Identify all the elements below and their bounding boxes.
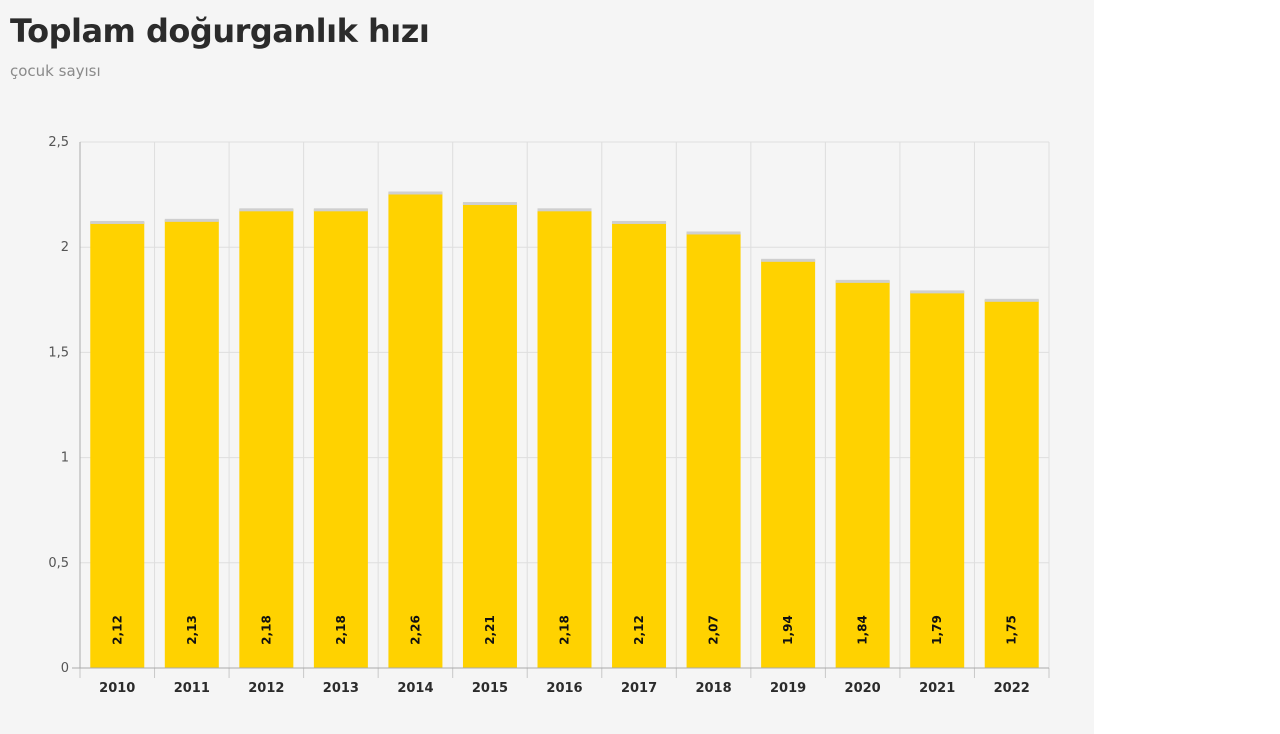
data-label: 2,12 [110,615,124,645]
bar [612,221,667,668]
chart-title: Toplam doğurganlık hızı [10,12,430,50]
bar [164,219,219,668]
bar [462,203,517,669]
x-axis-ticks: 2010 2011 2012 2013 2014 2015 2016 2017 2018 2019… [99,681,1030,696]
bar-cap [462,202,517,206]
x-tick-label: 2020 [845,681,881,696]
bar-cap [910,290,965,294]
data-label: 1,75 [1005,615,1019,645]
chart-axes [72,142,1050,678]
bar-cap [612,220,667,224]
x-tick-label: 2013 [323,681,359,696]
data-label: 2,18 [259,615,273,645]
x-tick-label: 2018 [695,681,731,696]
bar [90,221,145,668]
x-tick-label: 2012 [248,681,284,696]
bar-cap [537,208,592,212]
bar-cap [313,208,368,212]
x-tick-label: 2019 [770,681,806,696]
x-tick-label: 2014 [397,681,433,696]
x-tick-label: 2016 [546,681,582,696]
bar [537,209,592,668]
y-tick-label: 1,5 [48,345,69,360]
data-label: 2,12 [632,615,646,645]
bar [313,209,368,668]
bar-chart: 00,511,522,5 2010 2011 2012 2013 2014 2015 201… [48,135,1050,696]
x-tick-label: 2010 [99,681,135,696]
data-labels: 2,12 2,13 2,18 2,18 2,26 2,21 2,18 2,12 2,07 1,94… [110,615,1018,645]
bar [910,291,965,668]
x-tick-label: 2015 [472,681,508,696]
bar-cap [239,208,294,212]
data-label: 2,07 [707,615,721,645]
y-axis-ticks: 0 0,5 1 1,5 2 2,5 [48,135,69,676]
x-tick-label: 2017 [621,681,657,696]
bar-cap [686,231,741,235]
y-tick-label: 0,5 [48,556,69,571]
bar [239,209,294,668]
y-tick-label: 0 [61,661,69,676]
data-label: 1,94 [781,615,795,645]
data-label: 2,13 [185,615,199,645]
y-tick-label: 1 [61,451,69,466]
bar-cap [835,279,890,283]
data-label: 2,21 [483,615,497,645]
data-label: 1,79 [930,615,944,645]
data-label: 2,18 [558,615,572,645]
bar [984,299,1039,668]
bar-cap [90,220,145,224]
bar [835,280,890,668]
bar-cap [164,218,219,222]
bar-cap [761,258,816,262]
bar-cap [388,191,443,195]
data-label: 1,84 [856,615,870,645]
bar [761,259,816,668]
bar [388,192,443,668]
x-tick-label: 2022 [994,681,1030,696]
y-tick-label: 2 [61,240,69,255]
y-tick-label: 2,5 [48,135,69,150]
chart-subtitle: çocuk sayısı [10,62,101,80]
data-label: 2,18 [334,615,348,645]
data-label: 2,26 [408,615,422,645]
x-tick-label: 2011 [174,681,210,696]
x-tick-label: 2021 [919,681,955,696]
bar-cap [984,298,1039,302]
bar [686,232,741,669]
chart-bars [90,191,1039,669]
